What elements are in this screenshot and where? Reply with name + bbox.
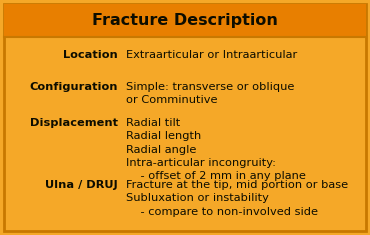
Text: Fracture Description: Fracture Description (92, 13, 278, 28)
Text: Location: Location (63, 50, 118, 60)
Text: Fracture at the tip, mid portion or base
Subluxation or instability
    - compar: Fracture at the tip, mid portion or base… (126, 180, 348, 217)
Text: Displacement: Displacement (30, 118, 118, 128)
FancyBboxPatch shape (4, 4, 366, 37)
Text: Radial tilt
Radial length
Radial angle
Intra-articular incongruity:
    - offset: Radial tilt Radial length Radial angle I… (126, 118, 306, 181)
FancyBboxPatch shape (4, 4, 366, 231)
Text: Ulna / DRUJ: Ulna / DRUJ (45, 180, 118, 190)
Text: Configuration: Configuration (30, 82, 118, 92)
Text: Extraarticular or Intraarticular: Extraarticular or Intraarticular (126, 50, 297, 60)
Text: Simple: transverse or oblique
or Comminutive: Simple: transverse or oblique or Comminu… (126, 82, 295, 105)
